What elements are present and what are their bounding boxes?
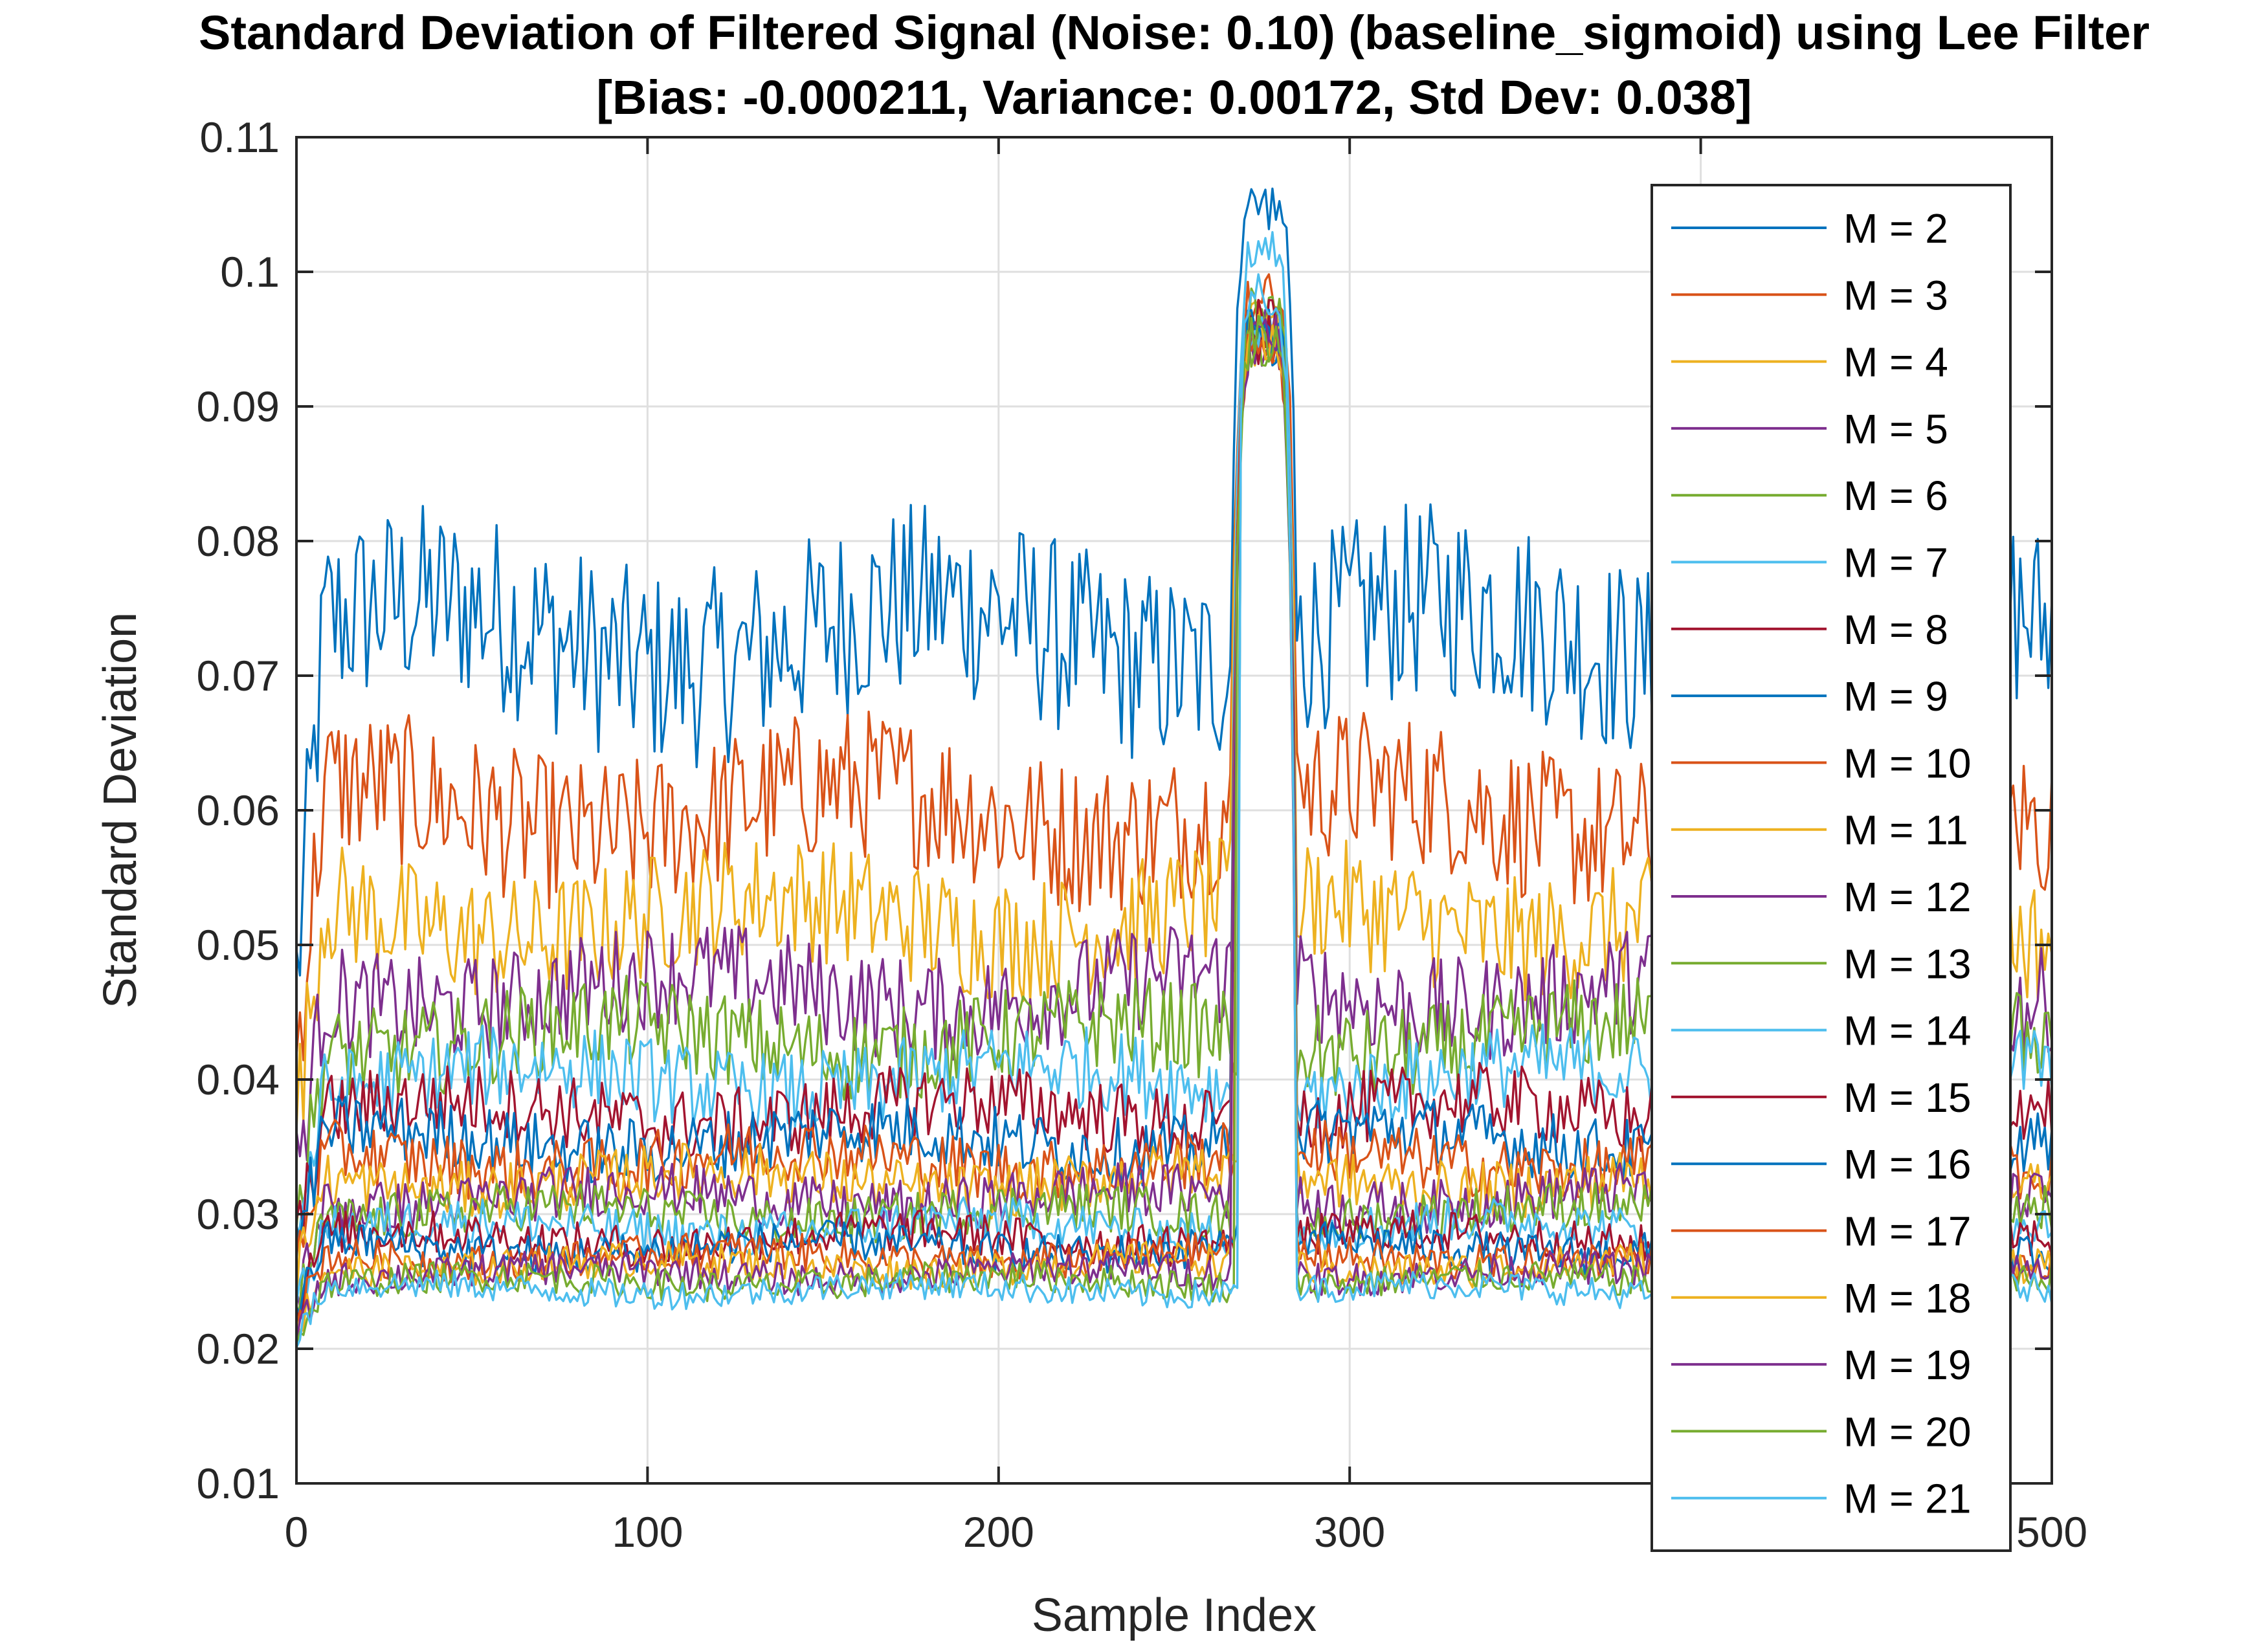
legend-entry: M = 19 bbox=[1843, 1342, 1971, 1388]
y-tick-label: 0.02 bbox=[197, 1325, 280, 1373]
legend-entry: M = 15 bbox=[1843, 1074, 1971, 1121]
legend-entry: M = 16 bbox=[1843, 1141, 1971, 1188]
y-tick-label: 0.08 bbox=[197, 517, 280, 565]
legend-entry: M = 3 bbox=[1843, 272, 1948, 318]
legend-entry: M = 6 bbox=[1843, 472, 1948, 519]
legend-entry: M = 2 bbox=[1843, 205, 1948, 252]
legend-entry: M = 21 bbox=[1843, 1476, 1971, 1522]
legend-entry: M = 20 bbox=[1843, 1408, 1971, 1455]
legend-entry: M = 8 bbox=[1843, 606, 1948, 653]
legend-entry: M = 11 bbox=[1843, 807, 1968, 854]
x-tick-label: 0 bbox=[285, 1508, 309, 1556]
legend-entry: M = 18 bbox=[1843, 1275, 1971, 1322]
y-tick-label: 0.07 bbox=[197, 652, 280, 700]
x-tick-label: 200 bbox=[963, 1508, 1034, 1556]
legend-entry: M = 10 bbox=[1843, 740, 1971, 786]
x-tick-label: 500 bbox=[2016, 1508, 2087, 1556]
legend-entry: M = 17 bbox=[1843, 1208, 1971, 1255]
x-tick-label: 300 bbox=[1314, 1508, 1385, 1556]
y-tick-label: 0.05 bbox=[197, 921, 280, 969]
legend: M = 2 M = 3 M = 4 M = 5 M = 6 M = 7 M = 8 M = 9… bbox=[1651, 184, 2012, 1552]
chart-title: Standard Deviation of Filtered Signal (N… bbox=[199, 6, 2150, 60]
legend-entry: M = 4 bbox=[1843, 339, 1948, 386]
legend-entry: M = 9 bbox=[1843, 673, 1948, 720]
y-tick-label: 0.01 bbox=[197, 1459, 280, 1507]
x-tick-label: 100 bbox=[612, 1508, 683, 1556]
legend-entry: M = 14 bbox=[1843, 1008, 1971, 1054]
y-tick-label: 0.11 bbox=[199, 113, 280, 161]
y-tick-label: 0.06 bbox=[197, 786, 280, 834]
y-axis-label: Standard Deviation bbox=[94, 612, 146, 1008]
y-tick-label: 0.04 bbox=[197, 1056, 280, 1103]
y-tick-label: 0.1 bbox=[220, 248, 280, 296]
x-axis-label: Sample Index bbox=[1032, 1590, 1317, 1641]
y-tick-label: 0.09 bbox=[197, 382, 280, 430]
chart-subtitle: [Bias: -0.000211, Variance: 0.00172, Std… bbox=[596, 71, 1751, 124]
legend-box bbox=[1651, 184, 2012, 1552]
legend-entry: M = 7 bbox=[1843, 540, 1948, 586]
legend-entry: M = 5 bbox=[1843, 406, 1948, 452]
y-tick-label: 0.03 bbox=[197, 1190, 280, 1238]
legend-entry: M = 12 bbox=[1843, 874, 1971, 920]
legend-entry: M = 13 bbox=[1843, 940, 1971, 987]
